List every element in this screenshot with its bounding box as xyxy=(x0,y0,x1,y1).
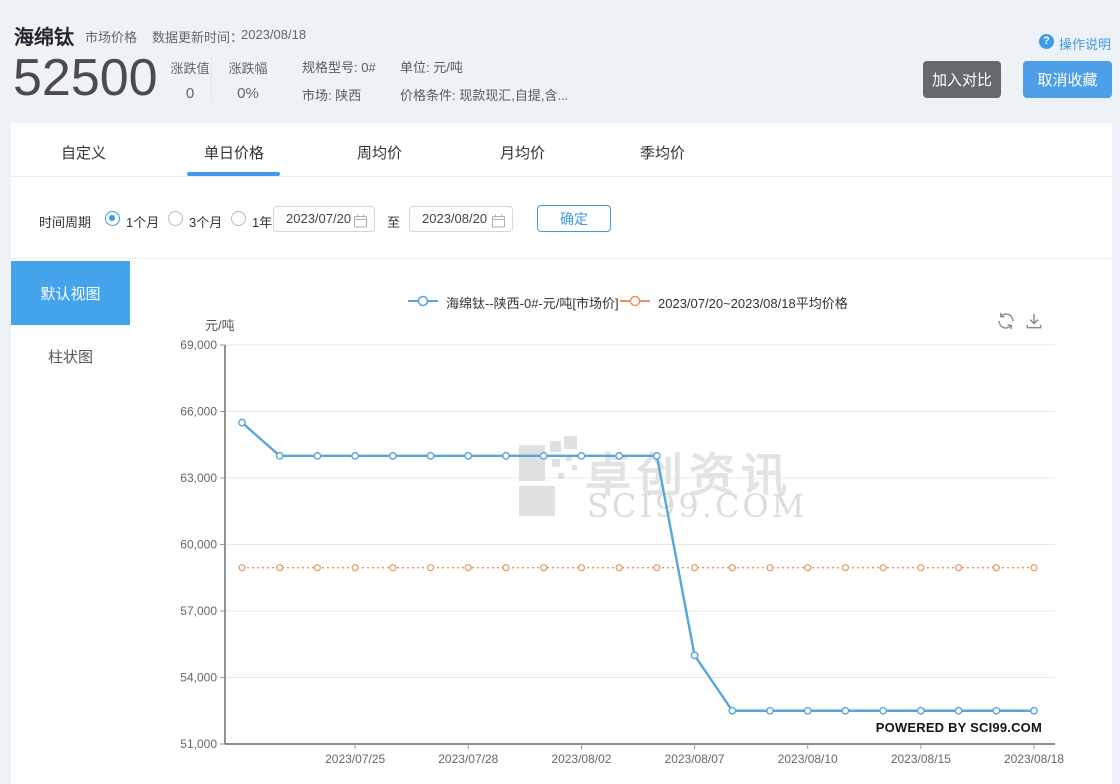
tab-daily-price[interactable]: 单日价格 xyxy=(204,145,265,162)
tabs-divider xyxy=(11,176,1112,177)
svg-text:2023/08/15: 2023/08/15 xyxy=(891,752,951,766)
change-value-label: 涨跌值 xyxy=(170,61,210,76)
svg-text:2023/08/10: 2023/08/10 xyxy=(778,752,838,766)
radio-1-year[interactable] xyxy=(231,211,246,226)
tab-custom[interactable]: 自定义 xyxy=(61,145,107,162)
start-date-input[interactable]: 2023/07/20 xyxy=(273,206,375,232)
current-price: 52500 xyxy=(13,49,158,107)
radio-1-year-label[interactable]: 1年 xyxy=(252,215,273,230)
svg-text:2023/07/25: 2023/07/25 xyxy=(325,752,385,766)
market-price-label: 市场价格 xyxy=(85,30,138,45)
calendar-icon[interactable] xyxy=(492,212,505,236)
svg-text:60,000: 60,000 xyxy=(180,538,217,552)
legend-label: 2023/07/20~2023/08/18平均价格 xyxy=(658,296,848,311)
spec-model: 规格型号: 0# xyxy=(302,60,376,75)
svg-text:51,000: 51,000 xyxy=(180,737,217,751)
y-axis-labels: 69,000 66,000 63,000 60,000 57,000 54,000 51,0… xyxy=(180,338,225,751)
change-pct: 0% xyxy=(237,85,259,102)
download-icon[interactable] xyxy=(1024,311,1044,336)
help-icon[interactable]: ? xyxy=(1039,34,1054,49)
radio-1-month-label[interactable]: 1个月 xyxy=(126,215,160,230)
change-value: 0 xyxy=(185,85,195,102)
refresh-icon[interactable] xyxy=(996,311,1016,336)
start-date-value: 2023/07/20 xyxy=(286,211,352,226)
active-tab-underline xyxy=(187,172,280,176)
update-time-label: 数据更新时间： xyxy=(152,30,244,45)
line-circle-marker-icon xyxy=(620,294,650,312)
price-condition: 价格条件: 现款现汇,自提,含... xyxy=(400,88,569,103)
date-to-label: 至 xyxy=(387,215,401,230)
legend-item-market-price[interactable]: 海绵钛--陕西-0#-元/吨[市场价] xyxy=(408,293,619,312)
radio-1-month[interactable] xyxy=(105,211,120,226)
svg-text:2023/08/07: 2023/08/07 xyxy=(665,752,725,766)
svg-text:2023/07/28: 2023/07/28 xyxy=(438,752,498,766)
radio-3-month-label[interactable]: 3个月 xyxy=(189,215,223,230)
powered-by-label: POWERED BY SCI99.COM xyxy=(876,720,1042,735)
svg-text:2023/08/02: 2023/08/02 xyxy=(551,752,611,766)
svg-text:2023/08/18: 2023/08/18 xyxy=(1004,752,1064,766)
filter-divider xyxy=(11,258,1112,259)
tab-quarterly-avg[interactable]: 季均价 xyxy=(640,145,686,162)
radio-3-month[interactable] xyxy=(168,211,183,226)
x-axis-labels: 2023/07/25 2023/07/28 2023/08/02 2023/08/07… xyxy=(325,744,1064,766)
price-unit: 单位: 元/吨 xyxy=(400,60,463,75)
unfavorite-button[interactable]: 取消收藏 xyxy=(1023,61,1112,98)
content-panel xyxy=(11,123,1112,784)
line-circle-marker-icon xyxy=(408,294,438,312)
end-date-input[interactable]: 2023/08/20 xyxy=(409,206,513,232)
change-pct-label: 涨跌幅 xyxy=(228,61,268,76)
calendar-icon[interactable] xyxy=(354,212,367,236)
svg-text:57,000: 57,000 xyxy=(180,604,217,618)
market-price-line xyxy=(238,418,1038,715)
y-axis-unit-label: 元/吨 xyxy=(205,318,235,333)
legend-label: 海绵钛--陕西-0#-元/吨[市场价] xyxy=(446,296,619,311)
header-divider xyxy=(211,57,212,103)
update-time-value: 2023/08/18 xyxy=(241,27,307,42)
market-region: 市场: 陕西 xyxy=(302,88,362,103)
tab-weekly-avg[interactable]: 周均价 xyxy=(357,145,403,162)
help-link[interactable]: 操作说明 xyxy=(1059,37,1112,52)
tab-monthly-avg[interactable]: 月均价 xyxy=(500,145,546,162)
sidebar-item-default-view[interactable]: 默认视图 xyxy=(11,261,130,325)
add-compare-button[interactable]: 加入对比 xyxy=(923,61,1001,98)
end-date-value: 2023/08/20 xyxy=(422,211,488,226)
legend-item-average-price[interactable]: 2023/07/20~2023/08/18平均价格 xyxy=(620,293,848,312)
page-title: 海绵钛 xyxy=(14,27,74,49)
average-price-line xyxy=(238,564,1038,572)
svg-text:63,000: 63,000 xyxy=(180,471,217,485)
sidebar-item-bar-chart[interactable]: 柱状图 xyxy=(11,341,130,371)
svg-text:54,000: 54,000 xyxy=(180,671,217,685)
svg-text:66,000: 66,000 xyxy=(180,405,217,419)
svg-text:SCI99.COM: SCI99.COM xyxy=(587,487,807,525)
time-period-label: 时间周期 xyxy=(39,215,92,230)
svg-text:69,000: 69,000 xyxy=(180,338,217,352)
gridlines xyxy=(225,344,1055,678)
confirm-button[interactable]: 确定 xyxy=(537,205,611,232)
